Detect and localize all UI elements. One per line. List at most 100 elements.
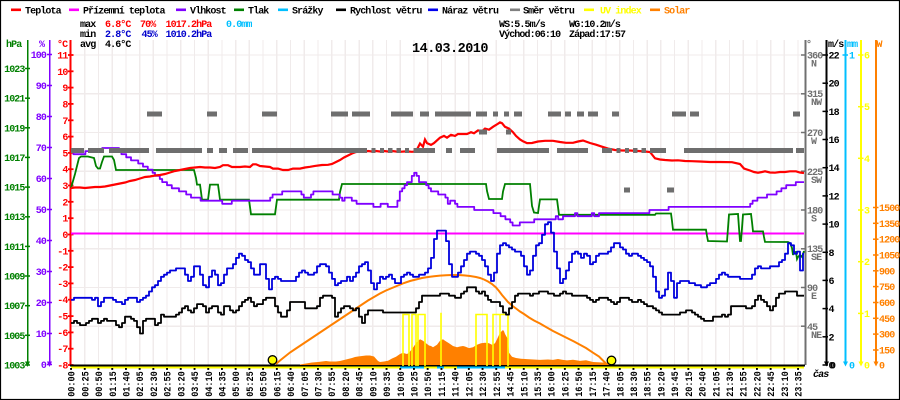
svg-text:70: 70 [36, 144, 47, 155]
svg-text:4.6°C: 4.6°C [105, 39, 131, 51]
svg-text:UV index: UV index [600, 6, 642, 18]
svg-text:-2: -2 [57, 264, 68, 275]
svg-text:Směr větru: Směr větru [523, 6, 575, 18]
svg-text:WS:5.5m/s: WS:5.5m/s [499, 19, 546, 31]
svg-text:40: 40 [36, 237, 47, 248]
svg-text:07:05: 07:05 [301, 371, 312, 397]
svg-text:20:15: 20:15 [685, 371, 696, 397]
svg-text:Srážky: Srážky [292, 6, 324, 18]
svg-text:6: 6 [864, 52, 870, 63]
svg-text:-1: -1 [57, 247, 68, 258]
svg-text:23:10: 23:10 [781, 371, 792, 397]
svg-text:21:05: 21:05 [712, 371, 723, 397]
svg-text:00:00: 00:00 [68, 371, 79, 397]
svg-text:0: 0 [879, 362, 885, 373]
svg-text:10: 10 [36, 330, 47, 341]
svg-text:06:40: 06:40 [287, 371, 298, 397]
svg-text:1021: 1021 [4, 95, 25, 106]
svg-text:2: 2 [62, 198, 68, 209]
svg-text:12:05: 12:05 [465, 371, 476, 397]
svg-text:02:05: 02:05 [136, 371, 147, 397]
svg-text:6: 6 [62, 133, 68, 144]
svg-text:3: 3 [62, 182, 68, 193]
svg-text:Tlak: Tlak [248, 6, 269, 18]
svg-text:NW: NW [811, 98, 822, 109]
svg-text:18: 18 [829, 108, 840, 119]
svg-text:450: 450 [879, 315, 895, 326]
svg-text:W: W [811, 137, 817, 148]
svg-text:06:15: 06:15 [273, 371, 284, 397]
svg-text:14.03.2010: 14.03.2010 [412, 42, 488, 57]
svg-text:m/s: m/s [828, 39, 844, 51]
svg-text:10:00: 10:00 [397, 371, 408, 397]
svg-text:Rychlost větru: Rychlost větru [350, 6, 422, 18]
svg-text:360: 360 [807, 52, 823, 63]
svg-text:0: 0 [849, 362, 855, 373]
svg-text:225: 225 [807, 168, 823, 179]
svg-text:14: 14 [829, 164, 840, 175]
svg-text:180: 180 [807, 207, 823, 218]
svg-text:15:35: 15:35 [534, 371, 545, 397]
svg-text:22:45: 22:45 [767, 371, 778, 397]
svg-text:9: 9 [62, 84, 68, 95]
svg-text:19:20: 19:20 [657, 371, 668, 397]
svg-text:6: 6 [829, 277, 835, 288]
svg-text:1019: 1019 [4, 124, 25, 135]
svg-text:300: 300 [879, 331, 895, 342]
svg-text:03:20: 03:20 [177, 371, 188, 397]
svg-text:16:00: 16:00 [548, 371, 559, 397]
svg-text:09:35: 09:35 [383, 371, 394, 397]
svg-text:%: % [39, 40, 45, 51]
svg-text:08:45: 08:45 [356, 371, 367, 397]
svg-text:1050: 1050 [879, 252, 900, 263]
svg-text:11:40: 11:40 [452, 371, 463, 397]
svg-text:22:20: 22:20 [754, 371, 765, 397]
svg-text:10: 10 [829, 221, 840, 232]
svg-text:3: 3 [864, 207, 870, 218]
svg-text:10:25: 10:25 [411, 371, 422, 397]
svg-text:50: 50 [36, 206, 47, 217]
svg-text:60: 60 [36, 175, 47, 186]
svg-text:18:05: 18:05 [616, 371, 627, 397]
svg-text:08:20: 08:20 [342, 371, 353, 397]
svg-text:S: S [811, 215, 817, 226]
svg-text:0.0mm: 0.0mm [226, 20, 252, 31]
svg-text:04:35: 04:35 [219, 371, 230, 397]
svg-text:10: 10 [57, 68, 68, 79]
svg-text:45: 45 [807, 323, 818, 334]
svg-text:6.8°C: 6.8°C [105, 19, 131, 31]
svg-text:1015: 1015 [4, 184, 25, 195]
svg-text:1350: 1350 [879, 220, 900, 231]
svg-text:0: 0 [864, 362, 870, 373]
svg-text:1023: 1023 [4, 65, 25, 76]
svg-text:01:15: 01:15 [109, 371, 120, 397]
svg-text:02:30: 02:30 [150, 371, 161, 397]
svg-text:16: 16 [829, 136, 840, 147]
svg-text:45%: 45% [142, 30, 158, 41]
svg-text:1017.2hPa: 1017.2hPa [166, 19, 213, 31]
svg-text:18:55: 18:55 [644, 371, 655, 397]
svg-text:15:10: 15:10 [520, 371, 531, 397]
svg-text:0: 0 [830, 362, 836, 373]
svg-text:E: E [811, 292, 817, 303]
svg-text:1011: 1011 [4, 243, 25, 254]
svg-text:°C: °C [57, 39, 68, 51]
svg-text:07:55: 07:55 [328, 371, 339, 397]
svg-text:03:45: 03:45 [191, 371, 202, 397]
svg-text:80: 80 [36, 113, 47, 124]
svg-text:14:45: 14:45 [507, 371, 518, 397]
svg-text:SE: SE [811, 253, 822, 264]
svg-text:hPa: hPa [6, 39, 22, 51]
svg-text:Teplota: Teplota [25, 6, 62, 18]
svg-text:100: 100 [31, 51, 47, 62]
svg-text:max: max [80, 20, 96, 31]
svg-text:21:55: 21:55 [740, 371, 751, 397]
svg-text:8: 8 [829, 249, 835, 260]
svg-text:Vlhkost: Vlhkost [190, 6, 227, 18]
svg-text:1: 1 [849, 52, 855, 63]
svg-text:2: 2 [864, 258, 870, 269]
svg-text:SW: SW [811, 176, 822, 187]
svg-text:20: 20 [36, 299, 47, 310]
svg-text:150: 150 [879, 347, 895, 358]
svg-text:1: 1 [864, 310, 870, 321]
